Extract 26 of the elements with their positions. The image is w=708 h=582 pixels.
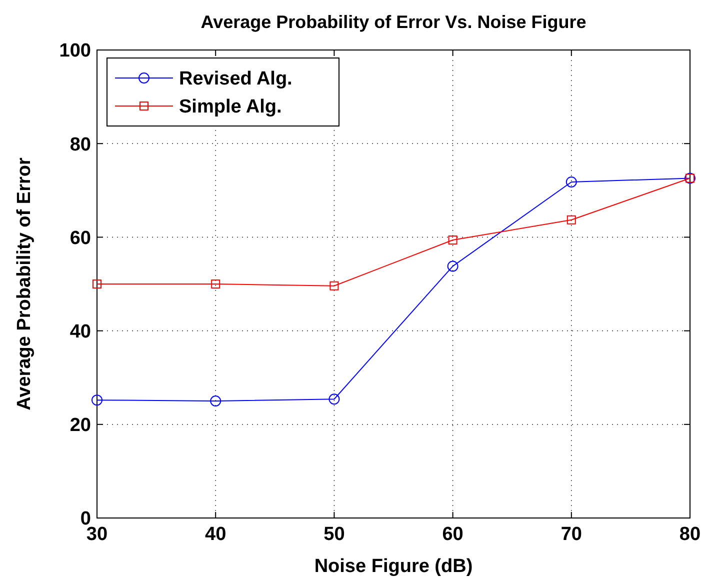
point — [328, 394, 340, 405]
y-tick-label: 60 — [70, 228, 91, 249]
x-tick-label: 40 — [205, 524, 226, 545]
point — [448, 236, 458, 245]
point — [330, 281, 339, 290]
x-tick-label: 50 — [324, 524, 345, 545]
point — [92, 280, 102, 288]
x-tick-label: 30 — [86, 524, 108, 545]
y-axis-title: Average Probability of Error — [14, 157, 35, 410]
chart-title: Average Probability of Error Vs. Noise Figure — [200, 12, 586, 32]
x-axis-title: Noise Figure (dB) — [314, 556, 473, 577]
legend-label: Revised Alg. — [179, 68, 292, 90]
y-tick-label: 40 — [70, 321, 91, 342]
x-tick-label: 60 — [442, 524, 464, 545]
y-tick-label: 100 — [59, 40, 91, 62]
point — [447, 260, 458, 272]
x-tick-label: 80 — [679, 524, 701, 545]
legend-label: Simple Alg. — [179, 96, 282, 118]
y-tick-label: 80 — [70, 134, 91, 156]
point — [92, 394, 102, 406]
point — [211, 280, 220, 288]
point — [566, 215, 576, 224]
x-tick-label: 70 — [560, 524, 582, 545]
y-tick-label: 20 — [70, 415, 91, 436]
point — [566, 176, 577, 188]
point — [210, 396, 222, 406]
